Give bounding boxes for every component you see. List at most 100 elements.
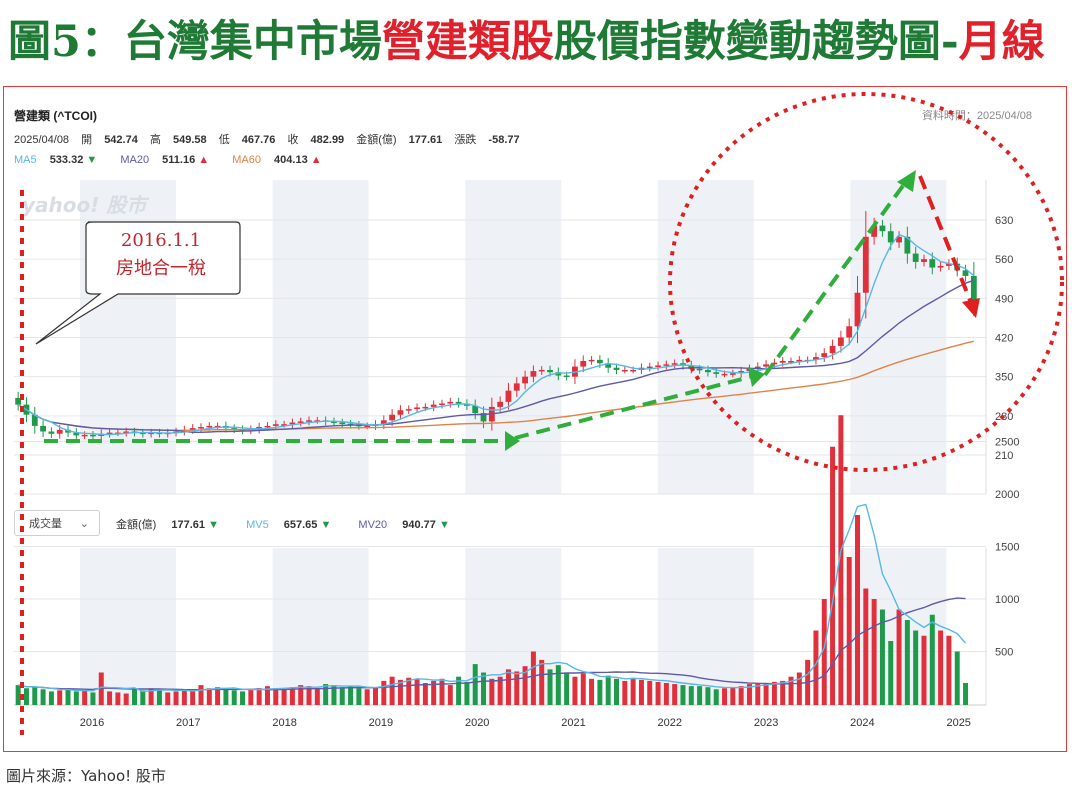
amount-field: 金額(億) 177.61 — [356, 134, 442, 146]
volume-bar — [273, 688, 279, 705]
trend-arrow-decline — [918, 175, 974, 306]
price-y-tick-label: 490 — [995, 293, 1013, 305]
candle-body — [646, 366, 653, 369]
trend-arrow-surge — [763, 181, 907, 377]
ma-legend: MA5 533.32 ▼ MA20 511.16 ▲ MA60 404.13 ▲ — [14, 154, 342, 166]
volume-bar — [231, 690, 237, 705]
candle-body — [738, 371, 745, 374]
volume-bar — [497, 676, 503, 705]
volume-bar — [240, 691, 246, 705]
mv5-value: 657.65 — [283, 519, 318, 531]
ma60-label: MA60 — [232, 154, 261, 166]
volume-bar — [414, 678, 420, 705]
volume-bar — [431, 680, 437, 705]
candle-body — [788, 361, 794, 363]
title-part1: 圖5：台灣集中市場 — [8, 17, 382, 67]
candle-body — [721, 373, 728, 376]
volume-bar — [223, 689, 229, 705]
trend-arrow-rise — [514, 375, 751, 440]
volume-bar — [738, 686, 744, 705]
candle-body — [837, 337, 844, 346]
volume-bar — [123, 693, 129, 705]
volume-bar — [672, 684, 678, 705]
ma60-value: 404.13 — [274, 154, 308, 166]
ma5-legend: MA5 533.32 ▼ — [14, 154, 107, 166]
volume-bar — [472, 664, 478, 705]
volume-bar — [564, 672, 570, 705]
ma60-legend: MA60 404.13 ▲ — [232, 154, 331, 166]
volume-bar — [863, 588, 869, 705]
candle-body — [530, 371, 537, 377]
volume-bar — [597, 679, 603, 705]
volume-bar — [505, 669, 511, 705]
candle-body — [148, 432, 155, 435]
volume-bar — [140, 690, 146, 705]
volume-bar — [356, 688, 362, 705]
volume-bar — [722, 688, 728, 705]
volume-bar — [605, 675, 611, 705]
volume-bar — [406, 677, 412, 705]
volume-bar — [813, 630, 819, 705]
candle-body — [962, 270, 969, 276]
ma20-value: 511.16 — [162, 154, 196, 166]
volume-bar — [572, 676, 578, 705]
candle-body — [497, 401, 504, 407]
volume-bar — [697, 686, 703, 705]
candle-body — [289, 422, 296, 425]
candle-body — [513, 383, 520, 391]
arrowhead-decline — [962, 298, 980, 318]
volume-bar — [638, 679, 644, 705]
volume-bar — [896, 609, 902, 705]
candle-body — [904, 236, 911, 254]
price-y-tick-label: 350 — [995, 372, 1013, 384]
volume-bar — [763, 683, 769, 705]
candle-body — [555, 372, 562, 376]
candle-body — [206, 425, 213, 428]
volume-bar — [746, 684, 752, 705]
candle-body — [563, 375, 570, 378]
volume-bar — [281, 689, 287, 705]
candle-body — [414, 407, 420, 410]
volume-bar — [314, 688, 320, 705]
volume-bar — [306, 686, 312, 705]
close-label: 收 — [287, 134, 299, 146]
ma20-arrow-icon: ▲ — [198, 154, 210, 166]
stock-name: 營建類 (^TCOI) — [14, 109, 97, 123]
title-part2: 營建類股 — [381, 17, 554, 67]
volume-bar — [339, 687, 345, 705]
quote-date: 2025/04/08 — [14, 134, 70, 146]
x-tick-label: 2020 — [465, 717, 489, 729]
volume-bar — [98, 672, 104, 705]
candle-body — [331, 421, 337, 423]
volume-bar — [788, 676, 794, 705]
title-part3: 股價指數變動趨勢圖- — [553, 17, 959, 67]
annotation-callout-box — [35, 221, 241, 345]
high-value: 549.58 — [172, 134, 207, 146]
candle-body — [405, 409, 412, 411]
ma5-arrow-icon: ▼ — [86, 154, 98, 166]
volume-type-select[interactable]: 成交量 ⌄ — [14, 510, 100, 536]
candle-body — [198, 427, 204, 429]
volume-bar — [181, 690, 187, 705]
change-field: 漲跌 -58.77 — [454, 134, 519, 146]
ma20-line — [17, 279, 975, 433]
mv20-label: MV20 — [358, 519, 388, 531]
candle-body — [56, 429, 63, 434]
x-tick-label: 2018 — [272, 717, 296, 729]
volume-bar — [796, 672, 802, 705]
volume-bar — [381, 680, 387, 705]
annotation-callout-text: 2016.1.1 房地合一稅 — [86, 222, 236, 294]
x-axis-labels: 2016 2017 2018 2019 2020 2021 2022 2023 2024 2025 — [80, 717, 971, 729]
volume-bar — [331, 685, 337, 705]
candle-body — [937, 265, 944, 268]
volume-bar — [298, 685, 304, 705]
candle-body — [588, 359, 595, 362]
candle-body — [921, 259, 927, 262]
price-y-tick-label: 420 — [995, 333, 1013, 345]
candle-body — [522, 376, 528, 384]
candle-body — [946, 263, 952, 266]
candle-body — [189, 428, 196, 430]
volume-bar — [904, 620, 910, 705]
volume-bar — [821, 599, 827, 705]
